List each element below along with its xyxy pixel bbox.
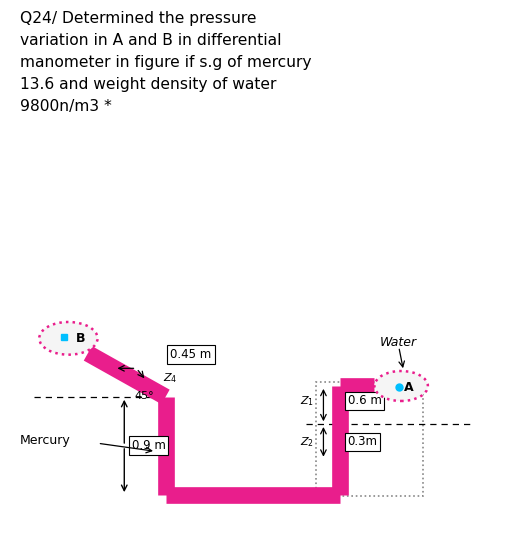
Text: $Z_1$: $Z_1$ — [299, 394, 313, 408]
Text: 45°: 45° — [134, 391, 154, 401]
Text: 0.9 m: 0.9 m — [131, 439, 165, 453]
Text: 0.6 m: 0.6 m — [347, 394, 381, 408]
Circle shape — [374, 371, 427, 401]
Text: A: A — [403, 381, 413, 394]
Text: Mercury: Mercury — [20, 434, 70, 447]
Text: B: B — [76, 332, 85, 345]
Text: $Z_4$: $Z_4$ — [163, 371, 177, 385]
Text: 0.3m: 0.3m — [347, 435, 377, 448]
Text: $Z_2$: $Z_2$ — [299, 435, 313, 449]
Text: Water: Water — [379, 336, 416, 349]
Bar — [316, 382, 422, 496]
Circle shape — [39, 322, 97, 354]
Text: Q24/ Determined the pressure
variation in A and B in differential
manometer in f: Q24/ Determined the pressure variation i… — [20, 11, 311, 115]
Text: 0.45 m: 0.45 m — [170, 348, 211, 361]
